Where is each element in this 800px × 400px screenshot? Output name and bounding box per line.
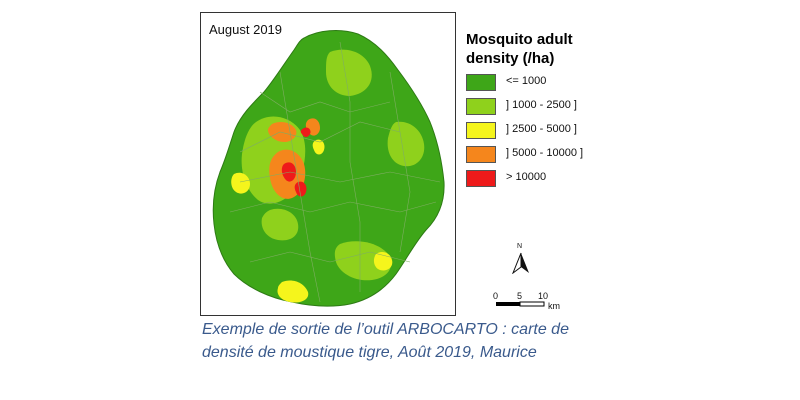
legend-swatch: [466, 122, 496, 139]
patch-light-green: [334, 241, 392, 281]
map-title: August 2019: [209, 22, 283, 37]
legend-swatch: [466, 146, 496, 163]
scale-tick-label: 0: [493, 291, 499, 301]
patch-light-green: [261, 208, 299, 241]
legend-label: ] 1000 - 2500 ]: [506, 99, 577, 111]
patch-red: [294, 181, 307, 197]
north-arrow-icon: [512, 252, 529, 274]
island-map: [212, 30, 445, 307]
parcel-boundaries: [229, 41, 441, 303]
figure-caption: Exemple de sortie de l’outil ARBOCARTO :…: [202, 321, 569, 361]
scale-tick-label: 10: [538, 291, 549, 301]
legend-label: ] 2500 - 5000 ]: [506, 123, 577, 135]
legend-label: > 10000: [506, 171, 547, 183]
legend-swatch: [466, 98, 496, 115]
patch-yellow: [312, 139, 325, 155]
legend-swatch: [466, 74, 496, 91]
patch-light-green: [326, 49, 372, 96]
legend-title: Mosquito adult density (/ha): [466, 31, 573, 67]
patch-yellow: [231, 172, 250, 194]
north-label: N: [517, 243, 523, 250]
scale-bar: [496, 301, 545, 307]
patch-yellow: [277, 280, 309, 303]
legend-swatch: [466, 170, 496, 187]
patch-light-green: [387, 121, 425, 167]
scale-unit: km: [548, 301, 560, 311]
scale-tick-label: 5: [517, 291, 523, 301]
legend-label: <= 1000: [506, 75, 547, 87]
legend-label: ] 5000 - 10000 ]: [506, 147, 584, 159]
patch-red: [300, 127, 311, 137]
